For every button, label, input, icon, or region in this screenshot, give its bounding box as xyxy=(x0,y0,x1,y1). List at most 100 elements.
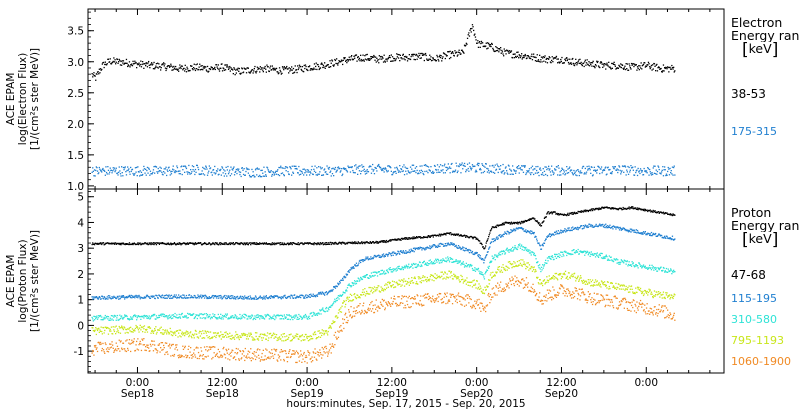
proton-point xyxy=(587,210,589,213)
electron-point xyxy=(342,59,344,61)
proton-point xyxy=(537,221,539,223)
electron-point xyxy=(178,67,180,69)
proton-point xyxy=(287,314,289,316)
electron-point xyxy=(644,62,646,64)
proton-point xyxy=(206,297,208,300)
proton-point xyxy=(570,253,573,255)
proton-point xyxy=(167,295,169,297)
electron-point xyxy=(617,169,619,171)
proton-point xyxy=(509,231,511,234)
electron-point xyxy=(522,165,524,167)
proton-point xyxy=(257,316,260,318)
electron-point xyxy=(386,60,388,62)
electron-point xyxy=(589,62,591,64)
electron-point xyxy=(104,61,106,63)
proton-point xyxy=(164,297,166,299)
proton-point xyxy=(238,242,240,245)
proton-point xyxy=(388,240,391,242)
electron-point xyxy=(462,168,464,170)
proton-point xyxy=(360,261,362,264)
proton-point xyxy=(151,242,153,244)
electron-point xyxy=(355,54,358,56)
proton-point xyxy=(401,237,403,239)
electron-point xyxy=(574,63,576,65)
proton-point xyxy=(516,227,518,229)
proton-point xyxy=(125,296,127,299)
proton-point xyxy=(551,234,553,237)
proton-point xyxy=(291,295,293,297)
electron-point xyxy=(324,62,326,64)
electron-point xyxy=(170,63,172,65)
electron-point xyxy=(474,171,477,173)
proton-point xyxy=(602,223,604,226)
electron-point xyxy=(528,56,530,58)
proton-point xyxy=(267,297,269,300)
electron-point xyxy=(601,172,603,174)
electron-point xyxy=(221,63,223,65)
electron-point xyxy=(103,66,105,69)
electron-point xyxy=(328,166,331,169)
electron-point xyxy=(524,165,526,167)
proton-point xyxy=(390,269,392,271)
proton-point xyxy=(140,318,142,320)
electron-point xyxy=(135,171,137,173)
electron-point xyxy=(102,61,105,64)
electron-point xyxy=(134,173,136,175)
proton-point xyxy=(599,224,601,226)
electron-point xyxy=(346,62,348,64)
proton-point xyxy=(404,238,406,240)
proton-point xyxy=(163,295,165,297)
proton-point xyxy=(139,242,141,244)
proton-point xyxy=(158,243,161,245)
proton-point xyxy=(520,227,522,229)
electron-point xyxy=(244,174,246,176)
proton-point xyxy=(190,314,192,316)
proton-point xyxy=(400,268,402,271)
proton-point xyxy=(168,294,170,296)
electron-point xyxy=(361,164,363,166)
electron-point xyxy=(606,173,608,175)
electron-point xyxy=(390,60,392,62)
electron-point xyxy=(434,165,436,167)
electron-point xyxy=(501,170,504,172)
proton-point xyxy=(520,245,522,247)
electron-point xyxy=(575,174,577,176)
proton-point xyxy=(351,266,353,268)
electron-point xyxy=(301,69,303,72)
electron-point xyxy=(93,169,96,171)
proton-point xyxy=(265,242,267,244)
electron-point xyxy=(264,65,266,68)
proton-point xyxy=(184,242,186,245)
electron-point xyxy=(519,56,522,59)
proton-point xyxy=(537,265,540,267)
electron-point xyxy=(193,170,195,172)
proton-point xyxy=(148,315,150,317)
proton-point xyxy=(167,315,170,317)
proton-point xyxy=(606,256,608,258)
electron-point xyxy=(322,64,325,66)
proton-point xyxy=(149,318,151,320)
electron-point xyxy=(159,66,161,68)
proton-point xyxy=(265,243,267,245)
proton-point xyxy=(567,229,570,231)
proton-point xyxy=(293,315,295,317)
proton-point xyxy=(636,208,638,210)
electron-point xyxy=(265,175,267,177)
electron-point xyxy=(457,51,460,53)
electron-point xyxy=(165,166,167,168)
proton-point xyxy=(319,310,322,312)
proton-point xyxy=(414,263,416,266)
proton-point xyxy=(224,297,227,299)
proton-point xyxy=(257,243,260,245)
electron-point xyxy=(378,55,380,57)
proton-point xyxy=(105,317,107,319)
electron-point xyxy=(509,168,511,170)
electron-point xyxy=(454,50,456,52)
proton-point xyxy=(379,273,382,275)
electron-point xyxy=(211,171,213,173)
electron-point xyxy=(179,170,181,172)
electron-point xyxy=(118,61,120,63)
electron-point xyxy=(620,173,622,175)
proton-point xyxy=(498,235,501,237)
proton-point xyxy=(622,261,624,263)
